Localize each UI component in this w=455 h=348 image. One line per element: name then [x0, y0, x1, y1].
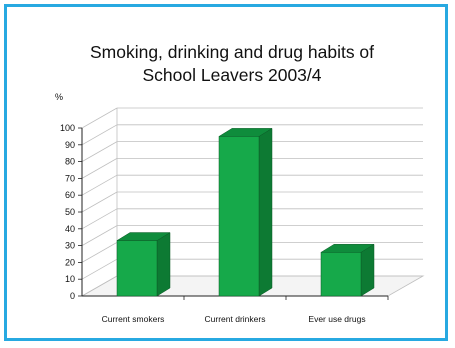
y-tick-label: 20 [65, 257, 75, 267]
bar-side [156, 232, 171, 297]
y-tick-label: 80 [65, 157, 75, 167]
y-tick-label: 60 [65, 190, 75, 200]
gridline-depth [81, 107, 118, 129]
y-tick-label: 90 [65, 140, 75, 150]
x-category-label: Ever use drugs [308, 314, 365, 324]
bar-side [360, 243, 375, 297]
gridline-depth [81, 191, 118, 213]
y-tick-label: 0 [70, 291, 75, 301]
y-tick-label: 70 [65, 173, 75, 183]
y-axis-label: % [55, 92, 63, 102]
bar-side [258, 127, 273, 297]
x-category-label: Current drinkers [205, 314, 266, 324]
gridline-depth [81, 208, 118, 230]
bar-current-smokers [116, 240, 158, 297]
x-category-label: Current smokers [102, 314, 165, 324]
chart-title-line-1: Smoking, drinking and drug habits of [90, 42, 374, 62]
gridline-depth [81, 141, 118, 162]
y-tick-label: 30 [65, 241, 75, 251]
gridline-depth [81, 225, 118, 246]
bar-current-drinkers [218, 136, 260, 297]
bar-ever-use-drugs [320, 252, 362, 297]
y-tick-label: 100 [60, 123, 75, 133]
chart-title-line-2: School Leavers 2003/4 [142, 65, 321, 85]
gridline-depth [81, 242, 118, 263]
gridline-depth [81, 275, 118, 297]
gridline-depth [81, 258, 118, 280]
gridline-depth [81, 158, 118, 179]
gridline-depth [81, 124, 118, 146]
y-tick-label: 50 [65, 207, 75, 217]
y-tick-label: 40 [65, 224, 75, 234]
gridline-depth [81, 174, 118, 196]
y-tick-label: 10 [65, 274, 75, 284]
